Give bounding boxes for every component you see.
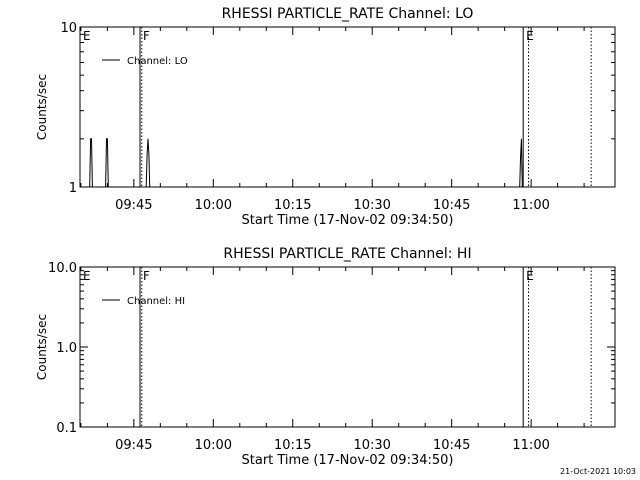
x-tick-label: 10:30 (353, 438, 390, 453)
x-axis-label: Start Time (17-Nov-02 09:34:50) (242, 213, 454, 228)
chart-title: RHESSI PARTICLE_RATE Channel: LO (222, 6, 474, 22)
x-tick-label: 09:45 (115, 438, 152, 453)
y-tick-label: 10 (60, 21, 77, 36)
event-marker-label: E (83, 29, 91, 43)
footer-timestamp: 21-Oct-2021 10:03 (560, 467, 636, 476)
x-tick-label: 10:00 (195, 198, 232, 213)
x-tick-label: 10:45 (433, 438, 470, 453)
event-marker-label: E (526, 29, 534, 43)
x-tick-label: 10:15 (274, 438, 311, 453)
event-marker-label: F (143, 269, 150, 283)
x-tick-label: 09:45 (115, 198, 152, 213)
series-line (89, 138, 523, 188)
x-tick-label: 10:45 (433, 198, 470, 213)
y-tick-label: 1 (69, 181, 77, 196)
legend-label: Channel: LO (127, 56, 188, 67)
chart-title: RHESSI PARTICLE_RATE Channel: HI (223, 246, 471, 262)
y-tick-label: 0.1 (56, 421, 77, 436)
y-axis-label: Counts/sec (35, 74, 49, 140)
plot-frame (79, 26, 616, 188)
plot-hi-channel: RHESSI PARTICLE_RATE Channel: HI Start Ti… (35, 246, 616, 468)
event-marker-label: E (526, 269, 534, 283)
x-tick-label: 11:00 (512, 198, 549, 213)
plot-frame (79, 266, 616, 428)
y-tick-label: 1.0 (56, 341, 77, 356)
plot-lo-channel: RHESSI PARTICLE_RATE Channel: LO Start Ti… (35, 6, 616, 228)
x-tick-label: 10:00 (195, 438, 232, 453)
x-tick-label: 10:15 (274, 198, 311, 213)
event-marker-label: E (83, 269, 91, 283)
y-tick-label: 10.0 (48, 261, 77, 276)
legend-label: Channel: HI (127, 296, 185, 307)
y-axis-label: Counts/sec (35, 314, 49, 380)
x-tick-label: 11:00 (512, 438, 549, 453)
x-tick-label: 10:30 (353, 198, 390, 213)
x-axis-label: Start Time (17-Nov-02 09:34:50) (242, 453, 454, 468)
event-marker-label: F (143, 29, 150, 43)
